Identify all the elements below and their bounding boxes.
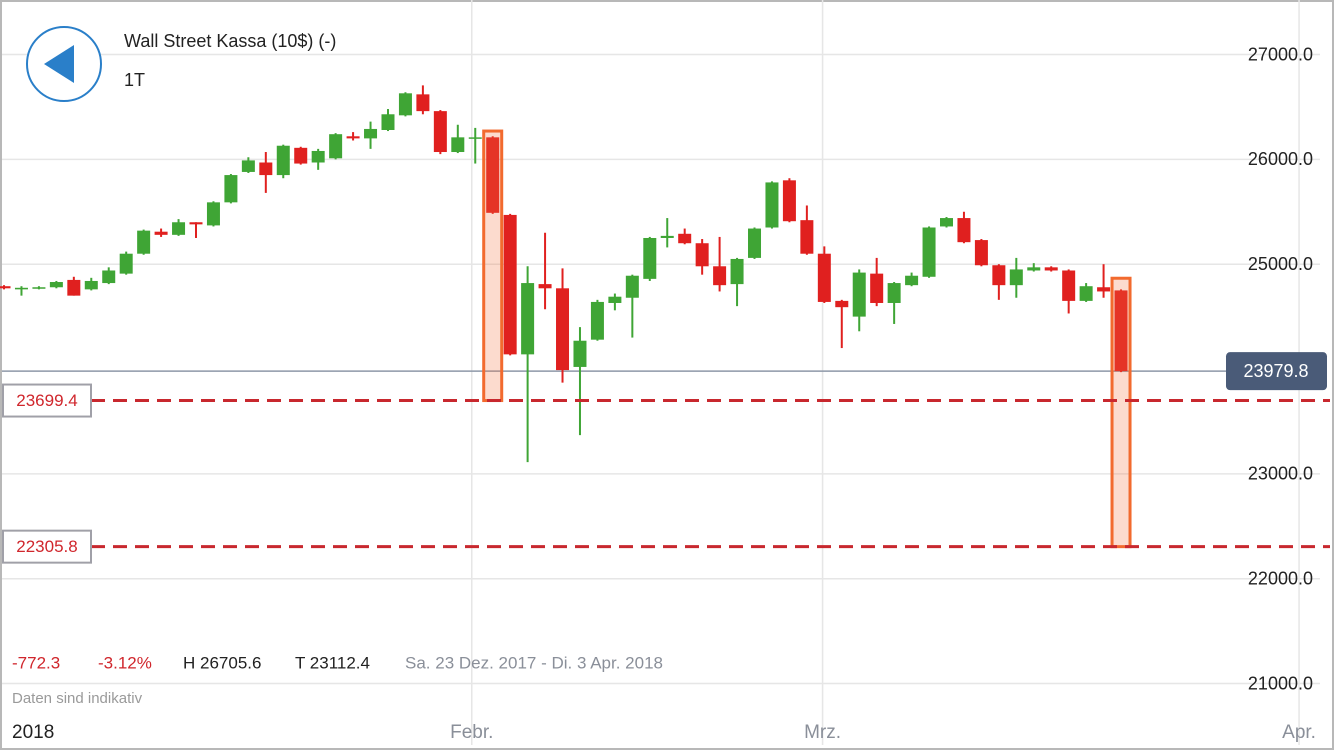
high: H 26705.6	[183, 653, 261, 672]
change-pct: -3.12%	[98, 653, 152, 672]
x-tick-label: Mrz.	[804, 722, 841, 743]
candle-body	[573, 340, 587, 367]
x-tick-label: Apr.	[1282, 722, 1316, 743]
candle-body	[276, 145, 290, 176]
candle-body	[556, 288, 570, 371]
candle-body	[992, 265, 1006, 286]
candle-body	[311, 150, 325, 163]
candle-body	[172, 222, 186, 235]
candle-body	[521, 283, 535, 355]
y-tick-label: 25000.0	[1248, 254, 1313, 274]
candle-body	[625, 275, 639, 298]
candle-body	[67, 279, 81, 296]
level-label: 23699.4	[16, 391, 77, 410]
candle-body	[468, 137, 482, 139]
current-price-label: 23979.8	[1243, 361, 1308, 381]
candle-body	[1009, 269, 1023, 286]
candle-body	[730, 258, 744, 285]
candle-body	[102, 270, 116, 284]
candle-body	[451, 137, 465, 153]
candle-body	[49, 282, 63, 288]
candle-body	[381, 114, 395, 130]
candle-body	[224, 175, 238, 203]
y-tick-label: 27000.0	[1248, 44, 1313, 64]
candle-body	[1062, 270, 1076, 301]
candle-body	[0, 286, 11, 289]
candle-body	[486, 137, 500, 213]
candle-body	[32, 287, 46, 289]
back-arrow	[44, 45, 74, 83]
candle-body	[1114, 290, 1128, 372]
level-label-box	[2, 529, 92, 564]
candle-body	[1044, 267, 1058, 271]
candle-body	[800, 220, 814, 254]
candle-body	[119, 253, 133, 274]
candle-body	[398, 93, 412, 116]
candle-body	[14, 287, 28, 290]
candle-body	[835, 300, 849, 308]
candle-body	[259, 162, 273, 176]
candle-body	[346, 136, 360, 139]
candle-body	[748, 228, 762, 258]
year-label: 2018	[12, 722, 54, 743]
change: -772.3	[12, 653, 60, 672]
candle-body	[503, 214, 517, 355]
candle-body	[905, 275, 919, 286]
candle-body	[189, 222, 203, 225]
y-tick-label: 21000.0	[1248, 673, 1313, 693]
candle-body	[294, 147, 308, 164]
candle-body	[433, 111, 447, 153]
y-tick-label: 22000.0	[1248, 568, 1313, 588]
candle-body	[1079, 286, 1093, 301]
candle-body	[137, 230, 151, 254]
candle-body	[329, 134, 343, 159]
highlight-box	[482, 129, 504, 403]
candle-body	[154, 231, 168, 235]
low: T 23112.4	[295, 653, 370, 672]
highlight-box	[1110, 276, 1132, 549]
level-label: 22305.8	[16, 537, 77, 556]
current-price-box	[1226, 352, 1327, 391]
candle-body	[765, 182, 779, 228]
candle-body	[887, 283, 901, 303]
candle-body	[84, 280, 98, 290]
candle-body	[590, 301, 604, 340]
candle-body	[939, 218, 953, 227]
level-label-box	[2, 383, 92, 418]
candle-body	[608, 296, 622, 303]
candle-body	[695, 243, 709, 267]
candle-body	[922, 227, 936, 277]
y-tick-label: 23000.0	[1248, 464, 1313, 484]
title: Wall Street Kassa (10$) (-)	[124, 31, 336, 51]
candle-body	[206, 202, 220, 226]
y-tick-label: 26000.0	[1248, 149, 1313, 169]
candle-body	[1027, 267, 1041, 271]
candle-body	[241, 160, 255, 172]
candle-body	[364, 128, 378, 139]
candle-body	[870, 273, 884, 303]
candle-body	[538, 284, 552, 289]
period: 1T	[124, 70, 145, 90]
candle-body	[643, 237, 657, 279]
candle-body	[678, 233, 692, 244]
candle-body	[852, 272, 866, 317]
candle-body	[974, 240, 988, 266]
candle-body	[817, 253, 831, 302]
candle-body	[416, 94, 430, 112]
x-tick-label: Febr.	[450, 722, 493, 743]
candle-body	[782, 180, 796, 222]
candle-body	[957, 218, 971, 243]
date-range: Sa. 23 Dez. 2017 - Di. 3 Apr. 2018	[405, 653, 663, 672]
candle-body	[660, 235, 674, 238]
candle-body	[713, 266, 727, 286]
note: Daten sind indikativ	[12, 690, 143, 707]
candle-body	[1097, 287, 1111, 292]
